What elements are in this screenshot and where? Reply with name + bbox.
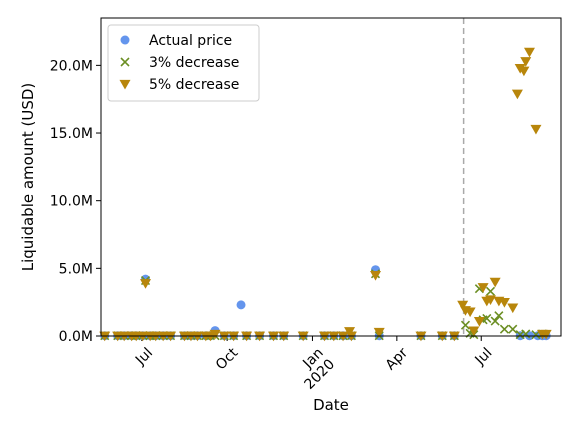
data-point bbox=[490, 316, 500, 326]
legend-label: 3% decrease bbox=[149, 55, 239, 71]
data-point bbox=[482, 313, 492, 323]
data-point bbox=[468, 326, 480, 337]
data-point bbox=[464, 307, 476, 318]
data-point bbox=[507, 303, 519, 314]
data-point bbox=[520, 57, 532, 67]
data-point bbox=[508, 324, 518, 334]
data-point bbox=[460, 320, 471, 330]
data-point bbox=[485, 295, 497, 305]
y-axis-ticks: 0.0M 5.0M 10.0M 15.0M 20.0M bbox=[50, 58, 101, 345]
data-point bbox=[518, 66, 530, 77]
data-point bbox=[523, 47, 535, 58]
y-tick-label: 15.0M bbox=[50, 126, 93, 142]
legend-marker bbox=[120, 57, 130, 67]
data-point bbox=[457, 300, 469, 311]
data-point bbox=[498, 298, 510, 308]
legend-label: Actual price bbox=[149, 33, 232, 49]
data-point bbox=[373, 327, 385, 338]
data-point bbox=[521, 329, 531, 339]
legend-marker bbox=[120, 35, 130, 45]
plot-frame bbox=[100, 17, 562, 337]
data-point bbox=[494, 311, 504, 321]
data-point bbox=[140, 279, 152, 289]
data-point bbox=[236, 300, 246, 310]
x-axis-label: Date bbox=[313, 396, 349, 414]
legend: Actual price 3% decrease 5% decrease bbox=[107, 24, 260, 102]
y-tick-label: 20.0M bbox=[50, 58, 93, 74]
data-point bbox=[511, 89, 523, 100]
data-point bbox=[489, 277, 501, 288]
data-point bbox=[499, 324, 509, 334]
legend-label: 5% decrease bbox=[149, 77, 239, 93]
y-tick-label: 0.0M bbox=[59, 329, 93, 345]
data-point bbox=[540, 329, 552, 340]
data-point bbox=[485, 286, 496, 296]
data-point bbox=[209, 329, 221, 340]
data-point bbox=[370, 270, 382, 281]
y-tick-label: 5.0M bbox=[59, 261, 93, 277]
data-point bbox=[473, 316, 485, 327]
data-point bbox=[530, 124, 542, 135]
data-point bbox=[477, 283, 489, 293]
legend-box bbox=[107, 24, 260, 102]
y-axis-label: Liquidable amount (USD) bbox=[19, 83, 37, 272]
y-tick-label: 10.0M bbox=[50, 194, 93, 210]
legend-marker bbox=[119, 79, 131, 90]
